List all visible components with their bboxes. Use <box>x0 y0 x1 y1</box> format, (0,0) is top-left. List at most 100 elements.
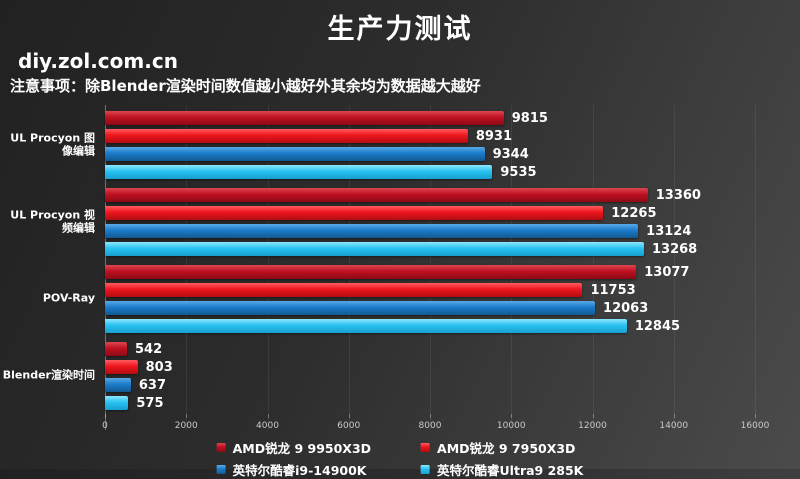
legend: AMD锐龙 9 9950X3D AMD锐龙 9 7950X3D 英特尔酷睿i9-14… <box>216 438 583 479</box>
legend-label: 英特尔酷睿Ultra9 285K <box>437 463 584 478</box>
bar-value-label: 8931 <box>475 128 512 144</box>
bar-group: UL Procyon 图像编辑 9815 8931 9344 9535 <box>10 110 755 180</box>
x-axis-tick-label: 10000 <box>496 421 526 431</box>
x-axis-tick-label: 16000 <box>740 421 770 431</box>
x-axis-tick-label: 8000 <box>418 421 442 431</box>
bar-value-label: 12063 <box>603 300 649 316</box>
bar-value-label: 803 <box>145 359 173 375</box>
bar-value-label: 9815 <box>511 110 548 126</box>
bar-row: 9815 <box>105 110 755 126</box>
bar-value-label: 13268 <box>652 241 698 257</box>
legend-item: AMD锐龙 9 7950X3D <box>421 438 583 457</box>
x-axis-tick-label: 0 <box>102 421 108 431</box>
note-text: 注意事项：除Blender渲染时间数值越小越好外其余均为数据越大越好 <box>10 77 481 95</box>
bar <box>105 147 485 161</box>
productivity-chart: UL Procyon 图像编辑 9815 8931 9344 9535 UL Procyo… <box>0 105 800 436</box>
x-axis-tick-mark <box>755 414 756 418</box>
bar <box>105 111 504 125</box>
bar <box>105 378 131 392</box>
bar-list: 9815 8931 9344 9535 <box>105 110 755 180</box>
bar-value-label: 13077 <box>644 264 690 280</box>
bar <box>105 301 596 315</box>
bar-list: 13077 11753 12063 12845 <box>105 264 755 334</box>
bar <box>105 342 128 356</box>
bar-value-label: 9344 <box>492 146 529 162</box>
bar <box>105 206 604 220</box>
legend-label: AMD锐龙 9 7950X3D <box>437 441 576 456</box>
bar-row: 637 <box>105 377 755 393</box>
legend-item: 英特尔酷睿Ultra9 285K <box>421 460 583 479</box>
bar <box>105 188 648 202</box>
bar-group: POV-Ray 13077 11753 12063 12845 <box>43 264 755 334</box>
x-axis-tick-label: 4000 <box>256 421 279 431</box>
legend-item: AMD锐龙 9 9950X3D <box>216 438 372 457</box>
bar-row: 8931 <box>105 128 755 144</box>
bar-groups: UL Procyon 图像编辑 9815 8931 9344 9535 UL Procyo… <box>3 105 755 411</box>
bar-value-label: 12265 <box>611 205 657 221</box>
bar-value-label: 637 <box>138 377 167 393</box>
bar-row: 12845 <box>105 318 755 334</box>
category-label: Blender渲染时间 <box>2 368 95 382</box>
bar-group: Blender渲染时间 542 803 637 575 <box>3 341 755 411</box>
legend-item: 英特尔酷睿i9-14900K <box>216 460 371 479</box>
legend-label: AMD锐龙 9 9950X3D <box>232 441 372 456</box>
bar-value-label: 542 <box>135 341 163 357</box>
bar-value-label: 11753 <box>590 282 636 298</box>
bar-row: 9535 <box>105 164 755 180</box>
category-label: UL Procyon 图像编辑 <box>10 131 95 157</box>
x-axis-tick-mark <box>348 414 350 418</box>
bar <box>105 396 129 410</box>
bar-row: 13124 <box>105 223 755 239</box>
bar-value-label: 9535 <box>500 164 537 180</box>
bar-group: UL Procyon 视频编辑 13360 12265 13124 13268 <box>10 187 755 257</box>
legend-color-swatch <box>216 465 226 474</box>
bar-list: 13360 12265 13124 13268 <box>105 187 755 257</box>
bar <box>105 265 637 279</box>
bar-value-label: 13360 <box>655 187 701 203</box>
x-axis-tick-mark <box>592 414 594 418</box>
x-axis-tick-mark <box>105 414 106 418</box>
category-label: UL Procyon 视频编辑 <box>10 208 95 234</box>
x-axis-tick-mark <box>430 414 431 418</box>
legend-color-swatch <box>421 443 431 452</box>
x-axis-tick-label: 2000 <box>174 421 198 431</box>
bar-row: 13268 <box>105 241 755 257</box>
legend-color-swatch <box>421 465 431 474</box>
x-axis-tick-label: 14000 <box>659 421 689 431</box>
chart-title: 生产力测试 <box>327 14 473 45</box>
bar-row: 542 <box>105 341 755 357</box>
bar <box>105 129 468 143</box>
x-axis-tick-label: 6000 <box>337 421 361 431</box>
bar <box>105 165 493 179</box>
bar-row: 803 <box>105 359 755 375</box>
bar <box>105 283 583 297</box>
bar-row: 13360 <box>105 187 755 203</box>
bar <box>105 360 138 374</box>
bar-row: 13077 <box>105 264 755 280</box>
plot-area: UL Procyon 图像编辑 9815 8931 9344 9535 UL Procyo… <box>3 105 756 430</box>
bar-row: 9344 <box>105 146 755 162</box>
bar-value-label: 12845 <box>634 318 681 334</box>
bar-value-label: 13124 <box>646 223 692 239</box>
site-watermark: diy.zol.com.cn <box>18 49 178 73</box>
bar-row: 12265 <box>105 205 755 221</box>
bar-row: 11753 <box>105 282 755 298</box>
x-axis-tick-mark <box>511 414 513 418</box>
x-axis-tick-mark <box>267 414 269 418</box>
x-axis-tick-mark <box>186 414 188 418</box>
category-label: POV-Ray <box>42 291 95 305</box>
bar-row: 575 <box>105 395 755 411</box>
bar <box>105 224 639 238</box>
x-axis-tick-mark <box>673 414 675 418</box>
bar <box>105 242 644 256</box>
x-axis: 0 2000 4000 6000 8000 10000 12000 14000 16000 <box>102 414 769 436</box>
bar <box>105 319 627 333</box>
bar-list: 542 803 637 575 <box>105 341 755 411</box>
legend-label: 英特尔酷睿i9-14900K <box>232 463 367 478</box>
gridline <box>755 105 756 430</box>
x-axis-tick-label: 12000 <box>578 421 607 431</box>
legend-color-swatch <box>216 443 226 452</box>
bar-row: 12063 <box>105 300 755 316</box>
bar-value-label: 575 <box>136 395 164 411</box>
